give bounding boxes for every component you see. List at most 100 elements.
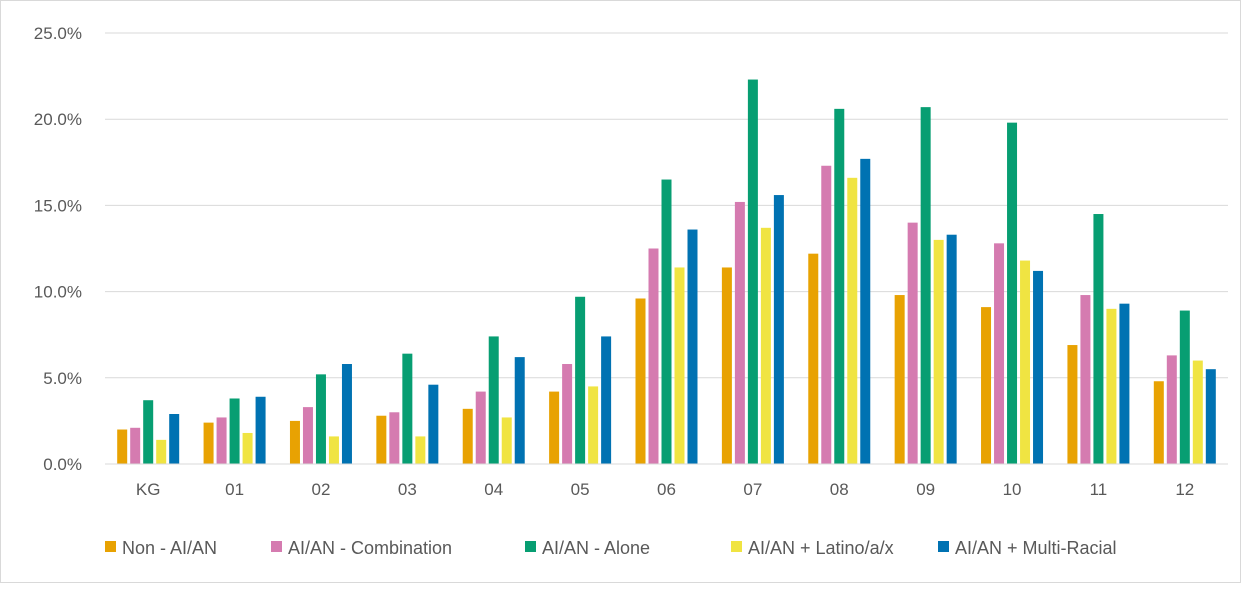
x-tick-label: 02	[312, 480, 331, 499]
bar	[687, 229, 698, 464]
y-tick-label: 0.0%	[43, 455, 82, 474]
bar	[169, 414, 180, 464]
bar	[1166, 355, 1177, 464]
bar	[920, 107, 931, 464]
bar	[475, 391, 486, 464]
chart-title	[10, 0, 1150, 8]
x-tick-label: 07	[743, 480, 762, 499]
bar	[721, 267, 732, 464]
bar	[549, 391, 560, 464]
legend-label: AI/AN + Latino/a/x	[748, 538, 894, 558]
bar	[674, 267, 685, 464]
x-tick-label: 12	[1175, 480, 1194, 499]
y-tick-label: 15.0%	[34, 196, 82, 215]
bar	[1080, 295, 1091, 464]
legend-label: Non - AI/AN	[122, 538, 217, 558]
bar	[834, 108, 845, 464]
bar	[289, 420, 300, 464]
x-tick-label: 04	[484, 480, 503, 499]
legend-swatch	[938, 541, 949, 552]
legend-swatch	[731, 541, 742, 552]
bar	[1205, 369, 1216, 464]
bar	[488, 336, 499, 464]
legend-label: AI/AN - Combination	[288, 538, 452, 558]
bar	[341, 364, 352, 464]
bar	[143, 400, 154, 464]
bar	[402, 353, 413, 464]
bar	[1007, 122, 1018, 464]
bar	[242, 432, 253, 464]
bar	[847, 177, 858, 465]
bar	[117, 429, 128, 464]
bar	[328, 436, 339, 464]
bar	[156, 439, 167, 464]
bar	[601, 336, 612, 464]
bar	[203, 422, 214, 464]
x-tick-label: 03	[398, 480, 417, 499]
bar	[315, 374, 326, 464]
bar	[894, 295, 905, 464]
bar	[415, 436, 426, 464]
bar	[1179, 310, 1190, 464]
bar	[933, 239, 944, 464]
bar	[255, 396, 266, 464]
x-tick-label: 11	[1090, 480, 1108, 499]
x-tick-label: 01	[225, 480, 244, 499]
legend: Non - AI/AN AI/AN - Combination AI/AN - Al…	[105, 538, 1117, 558]
bar	[216, 417, 227, 464]
bar	[994, 243, 1005, 464]
bar	[376, 415, 387, 464]
bar	[661, 179, 672, 465]
bar	[747, 79, 758, 464]
bar	[808, 253, 819, 464]
x-tick-label: 10	[1003, 480, 1022, 499]
bar	[428, 384, 439, 464]
bar	[302, 407, 313, 464]
bar	[1192, 360, 1203, 464]
y-tick-label: 25.0%	[34, 24, 82, 43]
y-tick-label: 10.0%	[34, 283, 82, 302]
bar	[229, 398, 240, 464]
bar	[1106, 308, 1117, 464]
bar	[860, 158, 871, 465]
bar	[514, 357, 525, 464]
bar	[821, 165, 832, 465]
x-tick-label: 08	[830, 480, 849, 499]
bar	[981, 307, 992, 464]
bar	[1119, 303, 1130, 464]
bar	[907, 222, 918, 464]
bar	[635, 298, 646, 464]
y-tick-label: 5.0%	[43, 369, 82, 388]
bar	[760, 227, 771, 464]
legend-swatch	[525, 541, 536, 552]
bar	[501, 417, 512, 464]
bar	[562, 364, 573, 464]
bars	[117, 79, 1216, 465]
bar	[1093, 214, 1104, 464]
x-tick-label: 09	[916, 480, 935, 499]
legend-swatch	[271, 541, 282, 552]
bar	[1153, 381, 1164, 464]
legend-label: AI/AN - Alone	[542, 538, 650, 558]
legend-swatch	[105, 541, 116, 552]
bar	[946, 234, 957, 464]
x-tick-label: 06	[657, 480, 676, 499]
bar	[648, 248, 659, 464]
bar	[773, 195, 784, 464]
bar	[389, 412, 400, 464]
bar	[575, 296, 586, 464]
bar	[588, 386, 599, 464]
bar	[130, 427, 141, 464]
bar	[462, 408, 473, 464]
y-tick-label: 20.0%	[34, 110, 82, 129]
x-tick-label: 05	[571, 480, 590, 499]
bar	[1067, 345, 1078, 464]
bar	[1033, 270, 1044, 464]
legend-label: AI/AN + Multi-Racial	[955, 538, 1117, 558]
x-tick-label: KG	[136, 480, 161, 499]
bar	[734, 201, 745, 464]
axes: 0.0% 5.0% 10.0% 15.0% 20.0% 25.0% KG 01 02 03 04 05…	[34, 24, 1228, 499]
bar	[1020, 260, 1031, 464]
